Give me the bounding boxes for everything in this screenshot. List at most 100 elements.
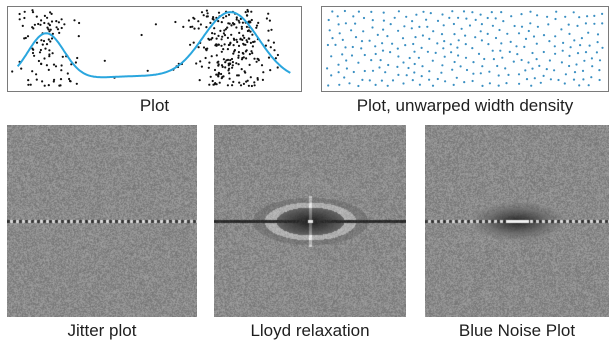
unwarped-point bbox=[554, 35, 557, 38]
unwarped-point bbox=[512, 60, 515, 63]
plot-point bbox=[43, 84, 46, 87]
unwarped-point bbox=[397, 29, 400, 32]
unwarped-point bbox=[397, 10, 400, 13]
plot-point bbox=[31, 9, 34, 12]
unwarped-point bbox=[471, 47, 474, 50]
unwarped-point bbox=[542, 50, 545, 54]
jitter-spectrum-image bbox=[7, 125, 197, 317]
unwarped-point bbox=[357, 84, 360, 88]
unwarped-point bbox=[334, 43, 337, 47]
plot-point bbox=[41, 43, 44, 46]
plot-point bbox=[244, 11, 247, 14]
plot-point bbox=[103, 59, 106, 62]
bluenoise-spectrum-image bbox=[425, 125, 609, 317]
plot-point bbox=[31, 51, 35, 55]
unwarped-point bbox=[576, 52, 580, 55]
unwarped-point bbox=[396, 65, 399, 68]
plot-point bbox=[223, 34, 227, 37]
unwarped-point bbox=[465, 17, 468, 20]
plot-point bbox=[255, 60, 258, 63]
unwarped-point bbox=[389, 23, 392, 26]
unwarped-point bbox=[560, 28, 563, 31]
unwarped-point bbox=[536, 14, 539, 17]
unwarped-point bbox=[524, 69, 527, 72]
unwarped-point bbox=[451, 68, 454, 71]
unwarped-point bbox=[560, 61, 563, 64]
unwarped-point bbox=[584, 51, 588, 54]
plot-point bbox=[55, 26, 58, 29]
unwarped-point bbox=[542, 74, 545, 77]
plot-point bbox=[251, 52, 254, 55]
plot-point bbox=[23, 10, 26, 13]
unwarped-point bbox=[338, 83, 341, 86]
unwarped-point bbox=[396, 47, 399, 50]
unwarped-point bbox=[449, 43, 452, 46]
plot-point bbox=[241, 21, 244, 24]
unwarped-point bbox=[387, 63, 390, 67]
plot-point bbox=[221, 65, 224, 68]
unwarped-point bbox=[343, 76, 346, 79]
plot-point bbox=[47, 28, 50, 31]
plot-point bbox=[50, 20, 54, 23]
unwarped-point bbox=[357, 10, 360, 13]
plot-point bbox=[222, 16, 225, 19]
unwarped-point bbox=[420, 75, 423, 78]
unwarped-point bbox=[601, 46, 604, 49]
unwarped-point bbox=[341, 38, 344, 41]
unwarped-point bbox=[507, 73, 510, 76]
unwarped-point bbox=[542, 34, 546, 37]
plot-point bbox=[31, 70, 34, 73]
unwarped-point bbox=[548, 40, 551, 43]
unwarped-point bbox=[379, 59, 382, 62]
unwarped-point bbox=[434, 51, 437, 55]
unwarped-point bbox=[596, 33, 600, 36]
plot-point bbox=[226, 58, 230, 62]
unwarped-point bbox=[572, 78, 576, 81]
unwarped-point bbox=[561, 49, 564, 52]
unwarped-point bbox=[330, 74, 333, 77]
plot-point bbox=[248, 63, 251, 66]
plot-point bbox=[231, 61, 234, 64]
unwarped-point bbox=[568, 54, 571, 58]
unwarped-point bbox=[415, 13, 418, 16]
plot-point bbox=[218, 81, 221, 84]
unwarped-point bbox=[480, 23, 483, 26]
unwarped-point bbox=[553, 69, 556, 72]
unwarped-point bbox=[418, 25, 421, 28]
unwarped-point bbox=[500, 42, 503, 45]
unwarped-point bbox=[527, 29, 530, 33]
plot-point bbox=[63, 23, 66, 26]
plot-point bbox=[253, 84, 256, 87]
unwarped-point bbox=[412, 42, 415, 46]
plot-point bbox=[256, 77, 259, 80]
unwarped-point bbox=[516, 53, 519, 56]
plot-point bbox=[237, 63, 240, 66]
plot-point bbox=[231, 66, 234, 69]
plot-point bbox=[242, 56, 245, 59]
plot-point bbox=[61, 55, 64, 58]
plot-point bbox=[243, 36, 246, 39]
unwarped-point bbox=[555, 10, 558, 13]
plot-point bbox=[252, 40, 255, 44]
unwarped-point bbox=[330, 55, 333, 58]
unwarped-point bbox=[421, 34, 424, 37]
plot-point bbox=[35, 41, 39, 44]
plot-point bbox=[77, 35, 80, 38]
plot-point bbox=[39, 48, 42, 52]
unwarped-point bbox=[494, 17, 497, 20]
unwarped-point bbox=[504, 67, 507, 70]
plot-point bbox=[221, 75, 224, 78]
unwarped-point bbox=[582, 78, 585, 81]
plot-point bbox=[245, 80, 248, 83]
unwarped-point bbox=[360, 47, 363, 50]
plot-point bbox=[193, 17, 196, 20]
jitter-caption: Jitter plot bbox=[67, 321, 137, 340]
plot-point bbox=[220, 64, 224, 67]
unwarped-point bbox=[450, 51, 453, 54]
plot-point bbox=[45, 64, 49, 67]
unwarped-point bbox=[590, 76, 593, 79]
plot-point bbox=[267, 56, 271, 59]
unwarped-point bbox=[436, 19, 440, 22]
plot-point bbox=[47, 68, 50, 71]
plot-point bbox=[35, 73, 38, 76]
